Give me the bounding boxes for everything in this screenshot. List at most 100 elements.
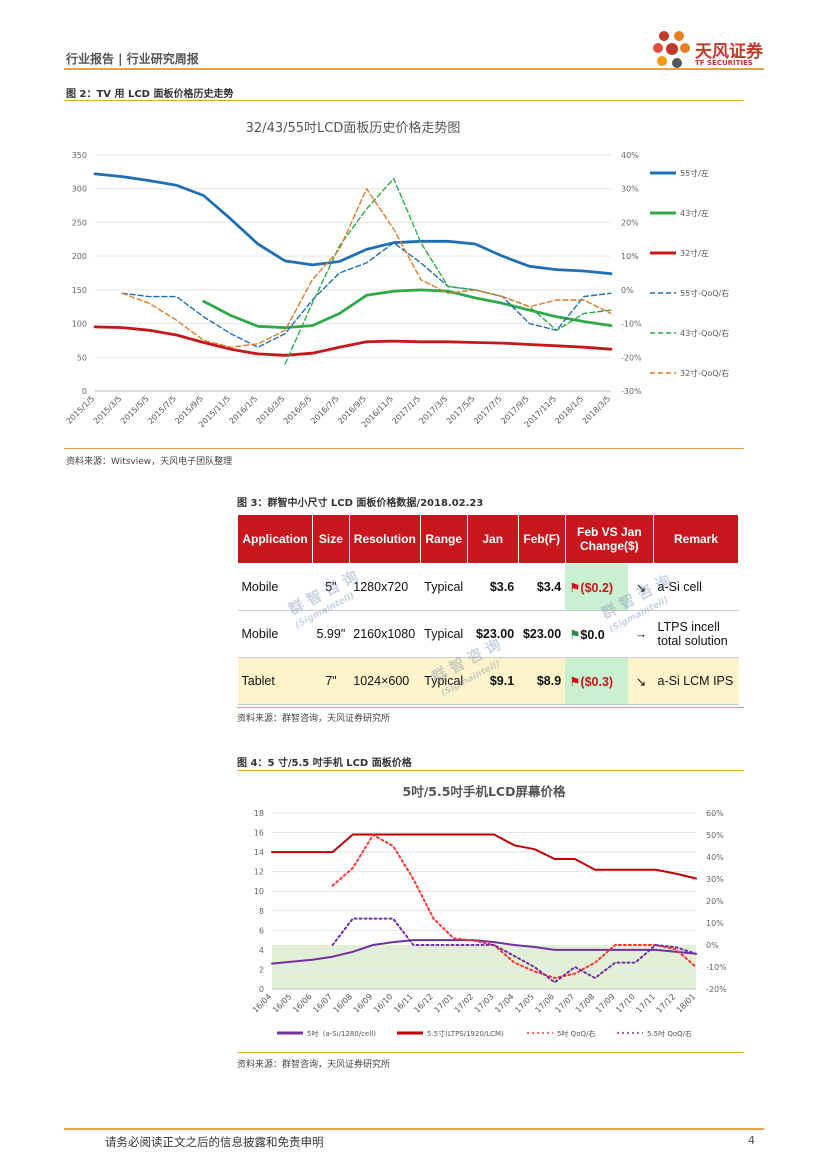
col-remark: Remark <box>653 514 739 564</box>
cell-arrow: ↘ <box>628 563 654 611</box>
logo-icon <box>653 31 690 68</box>
cell-jan: $23.00 <box>467 610 519 658</box>
x-tick-label: 17/02 <box>453 992 476 1015</box>
cell-remark: a-Si cell <box>653 563 739 611</box>
flag-icon: ⚑ <box>569 580 581 595</box>
x-tick-label: 16/11 <box>392 992 415 1015</box>
legend-label: 5.5吋 QoQ/右 <box>647 1029 692 1038</box>
cell-arrow: → <box>628 610 654 658</box>
y2-tick-label: 0% <box>706 941 719 950</box>
y-tick-label: 250 <box>72 218 87 227</box>
fig2-label: 图 2：TV 用 LCD 面板价格历史走势 <box>66 89 234 100</box>
cell-size: 7" <box>312 657 350 705</box>
small-panel-price-table: Application Size Resolution Range Jan Fe… <box>237 514 739 705</box>
x-tick-label: 2015/1/5 <box>65 394 97 426</box>
brand-name: 天风证券 <box>695 42 763 62</box>
fig3-source: 资料来源：群智咨询，天风证券研究所 <box>237 714 391 724</box>
table-header-row: Application Size Resolution Range Jan Fe… <box>237 514 739 564</box>
legend-label: 32寸/左 <box>680 248 709 258</box>
mobile-panel-price-chart: 5吋/5.5吋手机LCD屏幕价格 0 2 4 6 8 10 12 14 16 18 -20% -10% 0… <box>251 784 727 1038</box>
footer-divider <box>64 1128 764 1130</box>
series-line <box>121 242 612 348</box>
x-tick-label: 2015/5/5 <box>119 394 151 426</box>
x-tick-label: 2015/3/5 <box>92 394 124 426</box>
legend-label: 5.5寸(LTPS/1920/LCM) <box>427 1029 504 1038</box>
fig4-bottom-divider <box>237 1052 744 1053</box>
y-tick-label: 200 <box>72 252 87 261</box>
x-tick-label: 16/10 <box>372 992 395 1015</box>
x-tick-label: 2017/5/5 <box>445 394 477 426</box>
x-tick-label: 16/05 <box>271 992 294 1015</box>
y-tick-label: 2 <box>259 965 264 974</box>
series-line <box>93 172 613 276</box>
x-tick-label: 16/08 <box>332 992 355 1015</box>
x-tick-label: 17/03 <box>473 992 496 1015</box>
series-line <box>331 834 697 979</box>
flag-icon: ⚑ <box>569 674 581 689</box>
x-tick-label: 17/04 <box>493 992 516 1015</box>
legend-label: 43寸/左 <box>680 208 709 218</box>
x-tick-label: 17/06 <box>533 992 556 1015</box>
x-tick-label: 17/08 <box>574 992 597 1015</box>
x-tick-label: 17/07 <box>554 992 577 1015</box>
cell-res: 1280x720 <box>349 563 421 611</box>
x-tick-label: 2016/7/5 <box>309 394 341 426</box>
series-line <box>331 917 697 984</box>
y2-tick-label: 20% <box>706 897 724 906</box>
y2-tick-label: -10% <box>621 320 642 329</box>
y2-tick-label: 30% <box>706 875 724 884</box>
col-jan: Jan <box>466 514 519 564</box>
x-tick-label: 17/01 <box>432 992 455 1015</box>
legend-label: 55寸-QoQ/右 <box>680 288 729 298</box>
cell-jan: $9.1 <box>467 657 519 705</box>
x-tick-label: 16/12 <box>412 992 435 1015</box>
cell-jan: $3.6 <box>467 563 519 611</box>
fig4-source: 资料来源：群智咨询，天风证券研究所 <box>237 1060 391 1070</box>
legend-label: 43寸-QoQ/右 <box>680 328 729 338</box>
y-tick-label: 100 <box>72 320 87 329</box>
x-tick-label: 2018/3/5 <box>581 394 613 426</box>
y2-tick-label: 10% <box>621 252 639 261</box>
brand-name-en: TF SECURITIES <box>695 59 753 67</box>
x-tick-label: 16/07 <box>311 992 334 1015</box>
x-tick-label: 2017/7/5 <box>472 394 504 426</box>
table-row: Tablet 7" 1024×600 Typical $9.1 $8.9 ⚑($… <box>237 657 739 705</box>
y2-tick-label: 30% <box>621 185 639 194</box>
cell-range: Typical <box>420 563 468 611</box>
x-tick-label: 18/01 <box>675 992 698 1015</box>
y-tick-label: 18 <box>254 809 264 818</box>
chart-title: 32/43/55吋LCD面板历史价格走势图 <box>246 120 461 136</box>
cell-feb: $23.00 <box>518 610 566 658</box>
x-tick-label: 2017/3/5 <box>418 394 450 426</box>
cell-change: ⚑$0.0 <box>565 610 629 658</box>
y-tick-label: 6 <box>259 926 264 935</box>
fig2-bottom-divider <box>64 448 744 449</box>
y2-tick-label: 60% <box>706 809 724 818</box>
tv-panel-price-chart: 32/43/55吋LCD面板历史价格走势图 0 50 100 150 200 250 300 3… <box>65 120 730 429</box>
cell-change: ⚑($0.2) <box>565 563 629 611</box>
x-tick-label: 17/09 <box>594 992 617 1015</box>
shaded-band <box>272 945 696 989</box>
legend-label: 32寸-QoQ/右 <box>680 368 729 378</box>
cell-size: 5.99" <box>312 610 350 658</box>
y-tick-label: 8 <box>259 907 264 916</box>
x-tick-label: 17/11 <box>634 992 657 1015</box>
cell-range: Typical <box>420 610 468 658</box>
y2-tick-label: 10% <box>706 919 724 928</box>
series-line <box>284 177 612 365</box>
y2-tick-label: -10% <box>706 963 727 972</box>
y-tick-label: 300 <box>72 185 87 194</box>
col-application: Application <box>237 514 313 564</box>
y-tick-label: 0 <box>259 985 264 994</box>
x-tick-label: 2016/3/5 <box>255 394 287 426</box>
x-tick-label: 17/10 <box>614 992 637 1015</box>
x-tick-label: 2016/1/5 <box>228 394 260 426</box>
fig2-divider <box>64 100 744 101</box>
cell-range: Typical <box>420 657 468 705</box>
y2-tick-label: -20% <box>621 353 642 362</box>
x-tick-label: 2017/1/5 <box>391 394 423 426</box>
fig3-bottom-divider <box>237 707 744 708</box>
fig4-label: 图 4：5 寸/5.5 吋手机 LCD 面板价格 <box>237 758 412 769</box>
series-line <box>271 939 697 965</box>
series-line <box>93 325 613 357</box>
